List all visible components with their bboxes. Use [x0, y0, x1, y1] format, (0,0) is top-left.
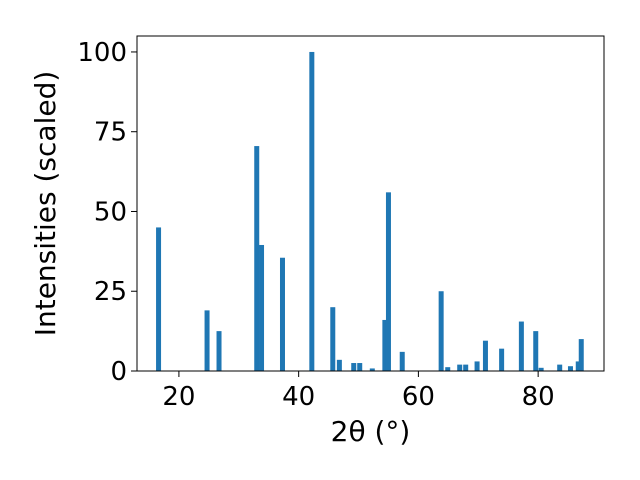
bar — [309, 51, 315, 371]
bar — [382, 319, 388, 371]
bar — [279, 257, 285, 371]
x-tick-label: 60 — [402, 382, 435, 412]
bar — [518, 321, 524, 371]
bar — [385, 192, 391, 371]
y-axis-ticks: 0 25 50 75 100 — [77, 38, 137, 387]
y-tick-label: 75 — [94, 118, 127, 148]
bar — [330, 307, 336, 371]
bar — [438, 291, 444, 371]
bar — [575, 361, 581, 371]
bars-group — [156, 51, 584, 371]
plot-frame — [136, 35, 605, 372]
bar — [204, 310, 210, 371]
bar — [369, 368, 375, 371]
y-axis-label: Intensities (scaled) — [29, 71, 62, 337]
bar — [259, 244, 265, 371]
y-tick-label: 100 — [77, 38, 127, 68]
bar — [216, 331, 222, 371]
x-axis-ticks: 20 40 60 80 — [162, 371, 555, 412]
bar — [351, 363, 357, 371]
bar — [399, 351, 405, 371]
bar — [567, 366, 573, 371]
y-tick-label: 0 — [110, 357, 127, 387]
bar — [533, 331, 539, 371]
bar — [457, 364, 463, 371]
bar — [482, 340, 488, 371]
bar — [156, 227, 162, 371]
bar — [445, 367, 451, 371]
bar — [357, 363, 363, 371]
y-tick-label: 50 — [94, 197, 127, 227]
bar — [538, 367, 544, 371]
bar — [254, 146, 260, 371]
bar — [463, 364, 469, 371]
bar — [557, 364, 563, 371]
x-tick-label: 40 — [282, 382, 315, 412]
bar — [499, 348, 505, 371]
bar — [578, 339, 584, 371]
y-tick-label: 25 — [94, 277, 127, 307]
bar — [336, 359, 342, 371]
bar — [474, 361, 480, 371]
x-tick-label: 20 — [162, 382, 195, 412]
x-tick-label: 80 — [522, 382, 555, 412]
x-axis-label: 2θ (°) — [331, 415, 411, 448]
